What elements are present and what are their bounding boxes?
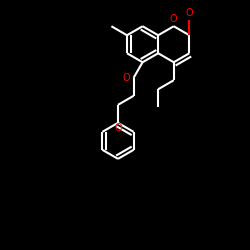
Text: O: O [114,123,122,133]
Text: O: O [123,73,130,83]
Text: O: O [170,14,177,24]
Text: O: O [186,8,193,18]
